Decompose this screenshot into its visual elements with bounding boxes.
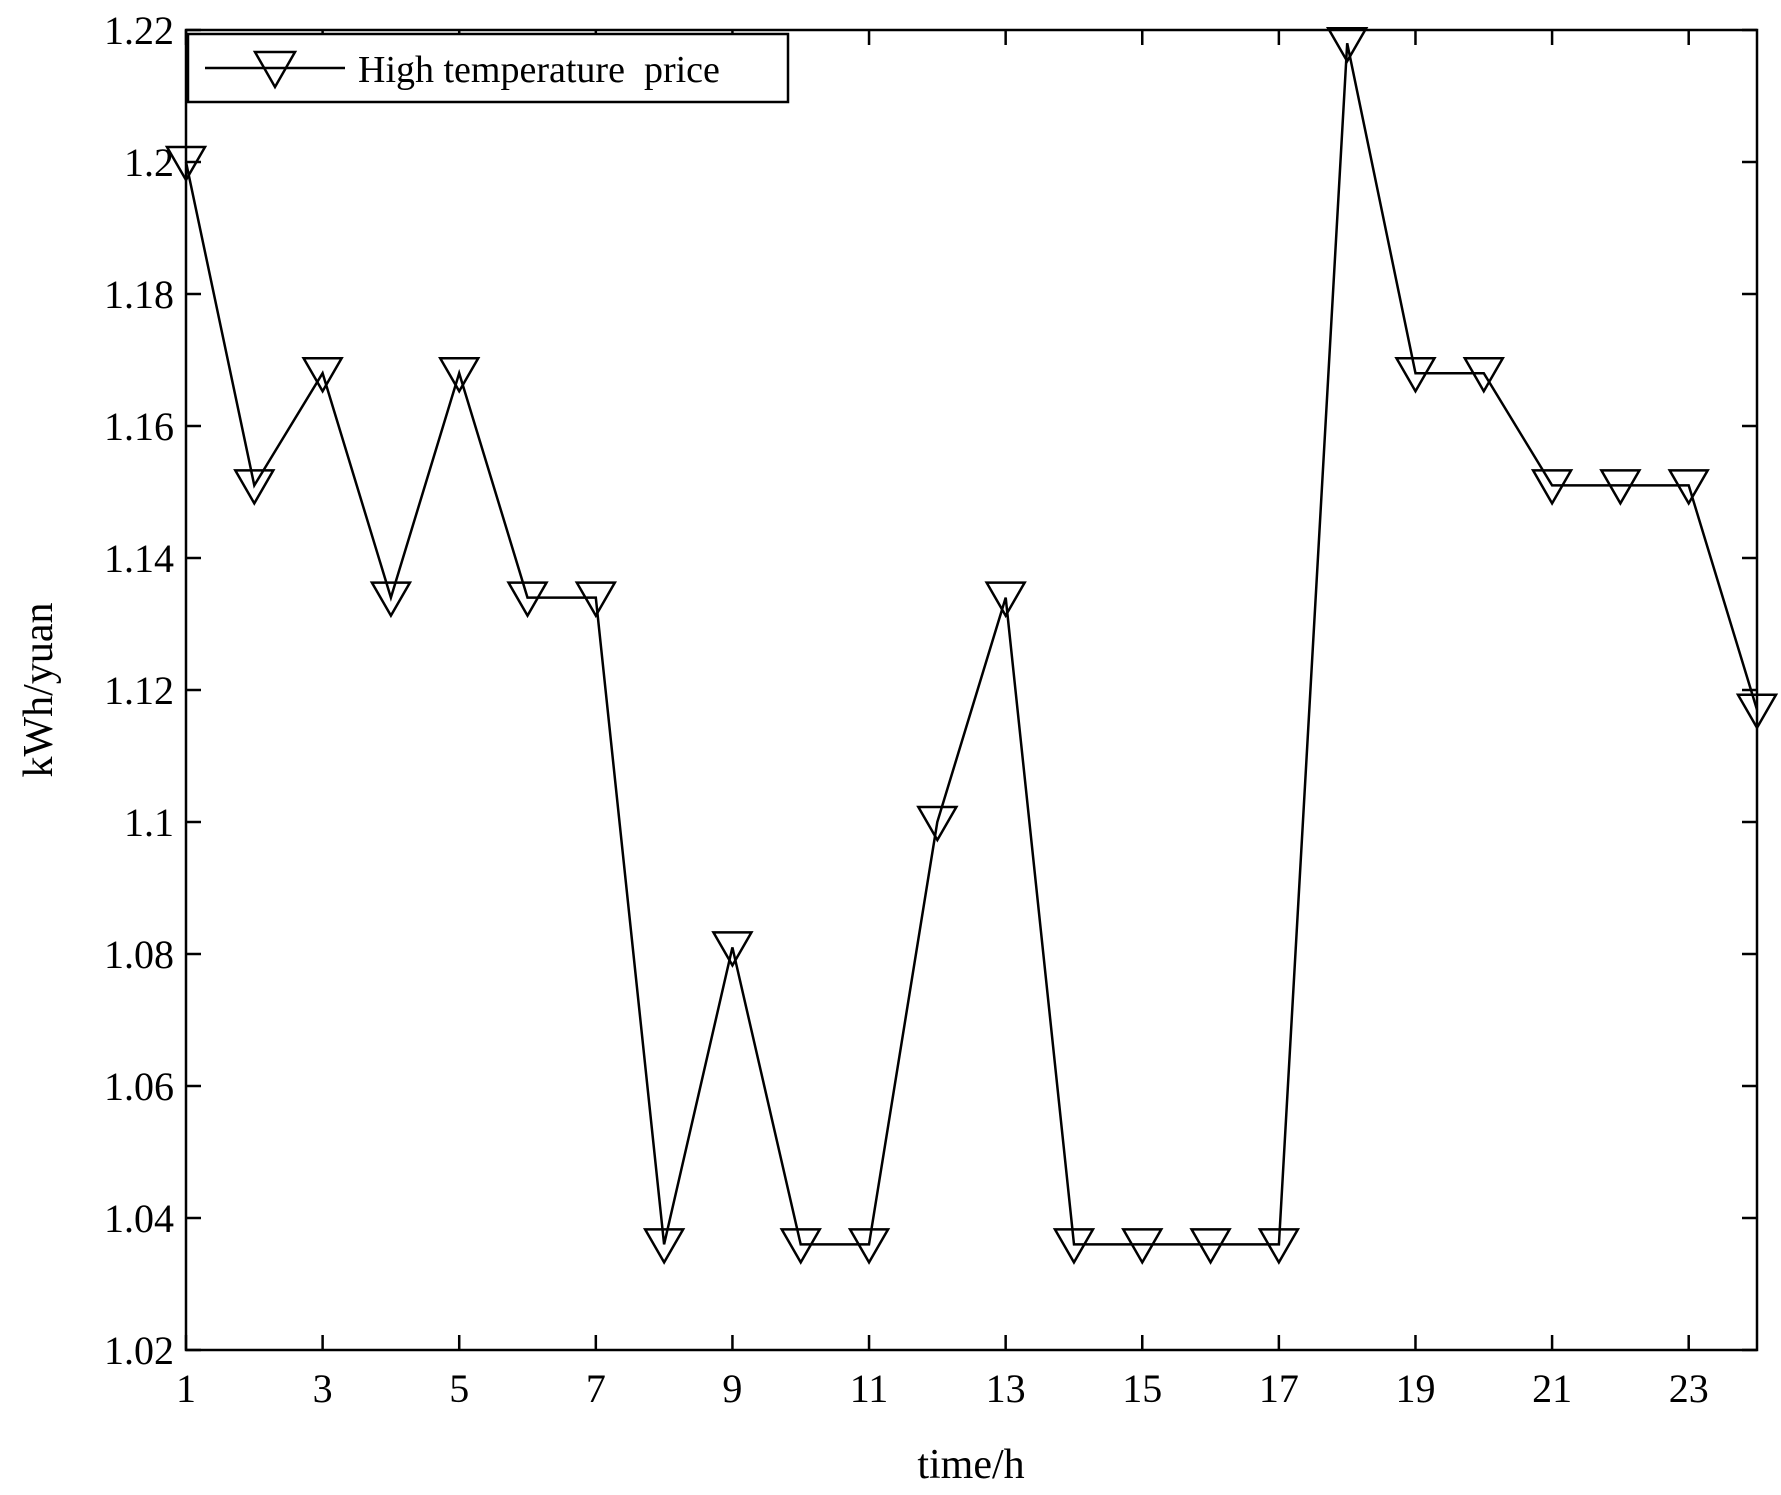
data-point-marker	[1667, 469, 1710, 506]
data-point-marker	[642, 1228, 686, 1265]
x-tick-label: 15	[1122, 1366, 1162, 1411]
legend-marker-triangle-down	[252, 50, 298, 90]
data-point-marker	[1530, 469, 1574, 506]
legend-label: High temperature price	[358, 49, 720, 91]
x-tick-label: 7	[586, 1366, 606, 1411]
x-axis-label: time/h	[917, 1442, 1024, 1488]
data-point-marker	[1189, 1228, 1232, 1265]
data-point-marker	[711, 931, 754, 968]
data-point-marker	[1052, 1228, 1096, 1265]
data-point-marker	[1462, 356, 1505, 394]
data-point-marker	[779, 1228, 822, 1265]
data-point-marker	[1735, 693, 1779, 731]
data-point-marker	[164, 145, 208, 183]
x-tick-label: 23	[1669, 1366, 1709, 1411]
y-axis-label: kWh/yuan	[16, 603, 62, 778]
y-tick-label: 1.02	[104, 1328, 174, 1373]
x-axis-ticks: 1 3 5 7 9 11 13 15 17 19 21 23	[176, 30, 1709, 1411]
x-tick-label: 5	[449, 1366, 469, 1411]
data-point-marker	[1394, 356, 1437, 394]
x-tick-label: 1	[176, 1366, 196, 1411]
plot-frame	[184, 28, 1759, 1352]
y-tick-label: 1.12	[104, 668, 174, 713]
x-tick-label: 19	[1395, 1366, 1435, 1411]
y-tick-label: 1.14	[104, 536, 174, 581]
x-tick-label: 3	[313, 1366, 333, 1411]
x-tick-label: 11	[850, 1366, 889, 1411]
y-tick-label: 1.22	[104, 8, 174, 53]
data-point-marker	[574, 581, 617, 619]
y-tick-label: 1.1	[124, 800, 174, 845]
y-tick-label: 1.08	[104, 932, 174, 977]
data-point-marker	[301, 356, 344, 394]
y-axis-ticks: 1.02 1.04 1.06 1.08 1.1 1.12 1.14 1.16 1.18 1.2 1.…	[104, 8, 1757, 1373]
data-point-marker	[916, 805, 959, 843]
y-tick-label: 1.04	[104, 1196, 174, 1241]
x-tick-label: 21	[1532, 1366, 1572, 1411]
y-tick-label: 1.18	[104, 272, 174, 317]
data-point-marker	[233, 469, 276, 506]
data-point-marker	[1257, 1228, 1301, 1265]
y-tick-label: 1.16	[104, 404, 174, 449]
data-point-marker	[847, 1228, 891, 1265]
data-point-marker	[369, 581, 413, 619]
series-group	[164, 26, 1779, 1265]
data-point-marker	[984, 581, 1027, 619]
data-point-marker	[506, 581, 549, 619]
y-tick-label: 1.06	[104, 1064, 174, 1109]
series-line	[184, 42, 1759, 1246]
data-point-marker	[1121, 1228, 1164, 1265]
data-point-marker	[1599, 469, 1642, 506]
plot-area	[186, 30, 1757, 1350]
data-point-marker	[1326, 26, 1369, 64]
data-point-marker	[438, 356, 481, 394]
x-tick-label: 13	[986, 1366, 1026, 1411]
legend: High temperature price	[186, 32, 790, 104]
x-tick-label: 17	[1259, 1366, 1299, 1411]
legend-box	[186, 32, 790, 104]
y-tick-label: 1.2	[124, 140, 174, 185]
x-tick-label: 9	[722, 1366, 742, 1411]
